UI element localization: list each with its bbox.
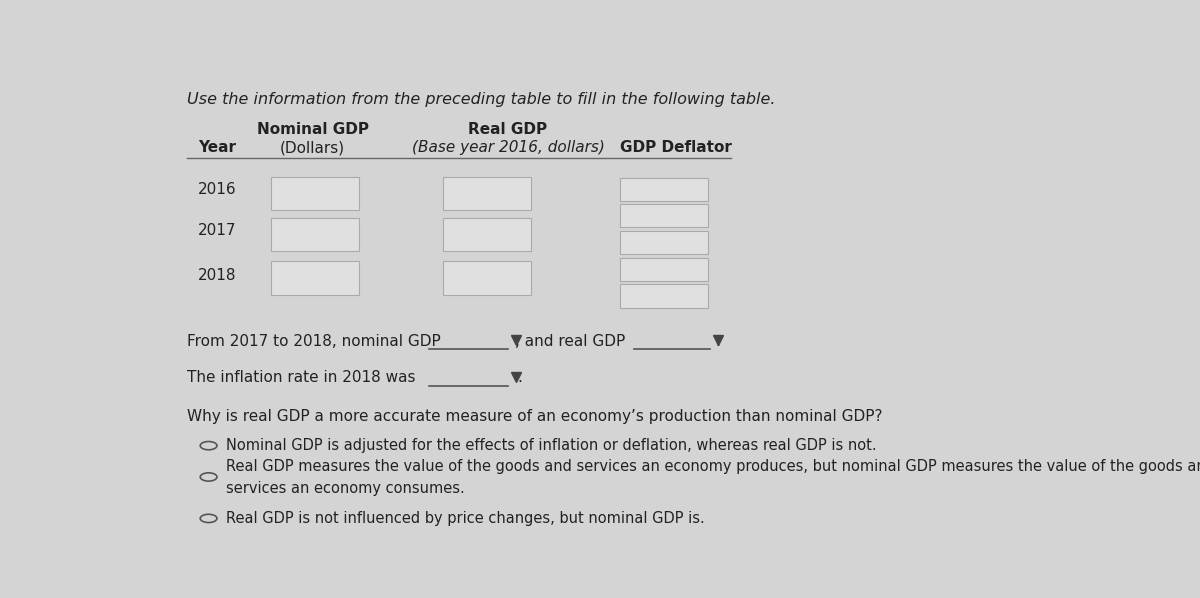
Text: Year: Year: [198, 141, 236, 155]
FancyBboxPatch shape: [443, 177, 532, 210]
Text: , and real GDP: , and real GDP: [515, 334, 625, 349]
FancyBboxPatch shape: [619, 258, 708, 281]
FancyBboxPatch shape: [619, 231, 708, 254]
FancyBboxPatch shape: [619, 178, 708, 201]
Text: 2017: 2017: [198, 223, 236, 238]
Text: GDP Deflator: GDP Deflator: [619, 141, 731, 155]
FancyBboxPatch shape: [271, 177, 359, 210]
Text: .: .: [517, 371, 522, 386]
Text: Real GDP: Real GDP: [468, 122, 547, 137]
Text: From 2017 to 2018, nominal GDP: From 2017 to 2018, nominal GDP: [187, 334, 440, 349]
Text: .: .: [715, 334, 720, 349]
Text: 2018: 2018: [198, 268, 236, 283]
FancyBboxPatch shape: [619, 285, 708, 307]
FancyBboxPatch shape: [443, 261, 532, 295]
FancyBboxPatch shape: [271, 261, 359, 295]
Text: Nominal GDP is adjusted for the effects of inflation or deflation, whereas real : Nominal GDP is adjusted for the effects …: [227, 438, 877, 453]
Text: The inflation rate in 2018 was: The inflation rate in 2018 was: [187, 371, 415, 386]
Text: Nominal GDP: Nominal GDP: [257, 122, 368, 137]
Text: Real GDP measures the value of the goods and services an economy produces, but n: Real GDP measures the value of the goods…: [227, 459, 1200, 496]
FancyBboxPatch shape: [271, 218, 359, 251]
Text: Why is real GDP a more accurate measure of an economy’s production than nominal : Why is real GDP a more accurate measure …: [187, 408, 883, 424]
Text: Use the information from the preceding table to fill in the following table.: Use the information from the preceding t…: [187, 93, 775, 108]
Text: Real GDP is not influenced by price changes, but nominal GDP is.: Real GDP is not influenced by price chan…: [227, 511, 706, 526]
Text: (Dollars): (Dollars): [280, 141, 346, 155]
Text: (Base year 2016, dollars): (Base year 2016, dollars): [412, 141, 605, 155]
Text: 2016: 2016: [198, 182, 236, 197]
FancyBboxPatch shape: [619, 205, 708, 227]
FancyBboxPatch shape: [443, 218, 532, 251]
